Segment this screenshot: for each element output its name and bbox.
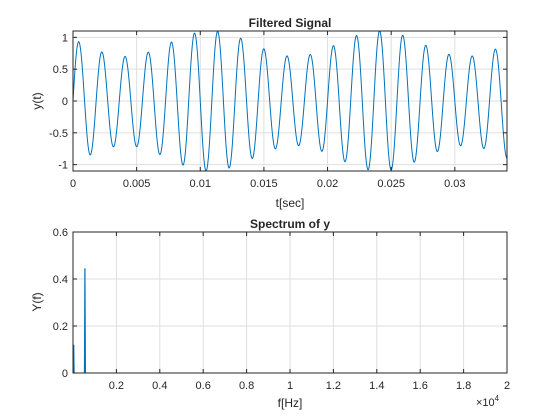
filtered-signal-y-tick-label: 0.5: [53, 64, 68, 76]
filtered-signal-y-label: y(t): [30, 92, 44, 109]
filtered-signal-title: Filtered Signal: [249, 16, 332, 30]
spectrum-x-tick-label: 0.2: [109, 380, 124, 392]
filtered-signal-x-tick-label: 0.03: [444, 178, 465, 190]
filtered-signal-x-label: t[sec]: [276, 196, 305, 210]
filtered-signal-x-tick-label: 0.02: [317, 178, 338, 190]
spectrum-x-tick-label: 0.8: [239, 380, 254, 392]
spectrum-y-label: Y(f): [30, 292, 44, 311]
filtered-signal-y-tick-label: -1: [58, 160, 68, 172]
spectrum-x-tick-label: 1.4: [369, 380, 384, 392]
spectrum-title: Spectrum of y: [250, 217, 330, 231]
spectrum-x-label: f[Hz]: [278, 396, 303, 410]
spectrum-axes: 0.2 0.4 0.6 0.8 1 1.2 1.4 1.6 1.8 2 0 0.2 0.4 0.6 Spe…: [30, 217, 510, 410]
filtered-signal-x-tick-label: 0.01: [190, 178, 211, 190]
spectrum-y-tick-label: 0: [62, 368, 68, 380]
filtered-signal-axes: 0 0.005 0.01 0.015 0.02 0.025 0.03-1-0.500.51 …: [30, 16, 508, 210]
filtered-signal-x-tick-label: 0.025: [377, 178, 405, 190]
filtered-signal-x-tick-label: 0.015: [250, 178, 278, 190]
spectrum-x-tick-label: 0.6: [196, 380, 211, 392]
spectrum-y-tick-label: 0.2: [53, 321, 68, 333]
spectrum-x-tick-label: 2: [504, 380, 510, 392]
filtered-signal-y-tick-label: 1: [62, 32, 68, 44]
filtered-signal-ticks: 0 0.005 0.01 0.015 0.02 0.025 0.03 -1 -0.5 0 0.5 1: [49, 31, 507, 190]
spectrum-x-tick-label: 0.4: [152, 380, 167, 392]
spectrum-x-exponent: ×104: [476, 394, 500, 409]
spectrum-x-tick-label: 1.8: [456, 380, 471, 392]
spectrum-x-tick-label: 1.2: [326, 380, 341, 392]
spectrum-x-exponent-base: ×10: [476, 397, 495, 409]
spectrum-x-exponent-power: 4: [495, 394, 500, 403]
spectrum-y-tick-label: 0.6: [53, 227, 68, 239]
filtered-signal-plot: [73, 31, 507, 171]
spectrum-ticks: 0.2 0.4 0.6 0.8 1 1.2 1.4 1.6 1.8 2 0 0.2 0.4 0.6: [53, 227, 510, 392]
spectrum-y-tick-label: 0.4: [53, 274, 68, 286]
filtered-signal-x-tick-label: 0.005: [123, 178, 151, 190]
filtered-signal-series-line: [73, 31, 507, 171]
spectrum-x-tick-label: 1.6: [413, 380, 428, 392]
filtered-signal-x-tick-label: 0: [70, 178, 76, 190]
spectrum-x-tick-label: 1: [287, 380, 293, 392]
filtered-signal-y-tick-label: -0.5: [49, 128, 68, 140]
filtered-signal-y-tick-label: 0: [62, 96, 68, 108]
